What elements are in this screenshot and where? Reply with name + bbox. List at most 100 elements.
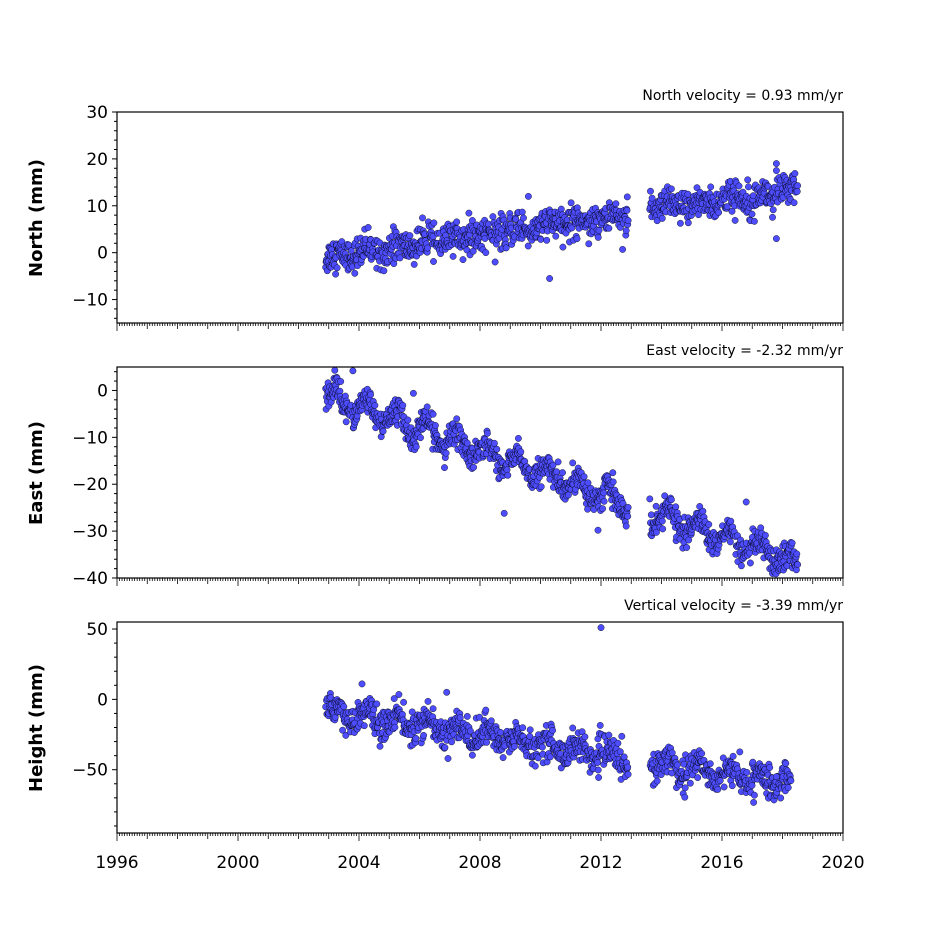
height-data-point	[594, 766, 602, 774]
height-data-point	[511, 743, 518, 750]
north-data-point	[751, 217, 758, 225]
height-data-point	[784, 784, 792, 791]
east-outlier-point	[742, 498, 750, 506]
east-data-point	[412, 443, 420, 451]
north-outlier-point	[491, 258, 499, 266]
north-data-point	[585, 240, 593, 248]
north-data-point	[612, 200, 620, 208]
east-data-point	[646, 495, 654, 503]
east-data-point	[559, 469, 566, 476]
north-data-point	[465, 209, 473, 217]
north-data-point	[449, 252, 457, 260]
north-data-point	[567, 199, 575, 207]
height-data-point	[751, 791, 758, 799]
east-outlier-point	[594, 526, 602, 534]
height-y-tick-label: 0	[97, 690, 108, 710]
east-data-point	[647, 511, 655, 519]
height-data-point	[444, 755, 452, 762]
height-data-point	[624, 770, 632, 778]
height-data-point	[499, 754, 507, 761]
north-data-point	[594, 233, 602, 241]
east-data-point	[404, 416, 412, 424]
x-tick-label: 2000	[216, 853, 259, 873]
height-data-point	[728, 782, 736, 790]
north-data-point	[410, 260, 418, 268]
height-data-point	[526, 726, 534, 734]
north-panel: North velocity = 0.93 mm/yr North (mm) 3…	[26, 88, 844, 331]
height-data-point	[750, 799, 757, 806]
height-data-point	[519, 724, 527, 732]
east-outlier-point	[500, 509, 508, 517]
height-data-point	[376, 742, 384, 750]
height-data-point	[424, 698, 432, 705]
east-data-point	[624, 512, 632, 520]
x-tick-label: 2016	[700, 853, 743, 873]
north-data-point	[430, 219, 438, 227]
north-data-point	[623, 206, 631, 214]
height-data-point	[420, 732, 427, 739]
height-data-point	[596, 722, 604, 729]
height-outlier-point	[773, 773, 780, 781]
north-data-point	[453, 218, 461, 226]
east-data-point	[470, 463, 477, 471]
height-points	[322, 624, 795, 806]
east-data-point	[762, 531, 769, 539]
north-data-point	[622, 227, 630, 235]
north-axis-label: North (mm)	[26, 159, 47, 277]
north-data-point	[419, 214, 426, 222]
north-y-tick-label: −10	[72, 291, 108, 311]
north-outlier-point	[773, 235, 780, 243]
height-data-point	[681, 793, 689, 801]
north-y-tick-label: 10	[86, 197, 108, 217]
height-data-point	[546, 753, 554, 761]
north-data-point	[735, 182, 743, 190]
north-y-tick-label: 30	[86, 103, 108, 123]
east-data-point	[661, 492, 669, 500]
height-data-point	[390, 695, 398, 702]
height-y-tick-label: 50	[86, 620, 108, 640]
north-data-point	[744, 176, 752, 184]
east-data-point	[727, 517, 735, 525]
east-plot-area: 0 −10 −20 −30 −40	[72, 366, 844, 589]
height-data-point	[766, 764, 774, 771]
east-data-point	[788, 539, 796, 547]
east-data-point	[431, 422, 439, 429]
east-data-point	[423, 403, 431, 411]
east-data-point	[371, 401, 379, 409]
height-data-point	[749, 758, 757, 766]
east-data-point	[727, 538, 734, 546]
north-data-point	[482, 249, 490, 257]
north-data-point	[668, 185, 675, 193]
north-points	[322, 160, 801, 282]
east-data-point	[517, 448, 525, 456]
x-tick-label: 2008	[458, 853, 501, 873]
height-data-point	[748, 782, 756, 789]
north-data-point	[693, 184, 701, 192]
height-data-point	[531, 762, 539, 770]
east-data-point	[379, 427, 387, 435]
north-data-point	[605, 224, 613, 232]
height-data-point	[400, 698, 407, 706]
height-data-point	[581, 733, 589, 741]
height-data-point	[429, 705, 437, 713]
height-data-point	[618, 732, 626, 740]
east-data-point	[429, 410, 437, 418]
east-data-point	[659, 525, 667, 533]
east-data-point	[652, 502, 660, 510]
north-data-point	[573, 235, 581, 243]
height-data-point	[487, 717, 495, 725]
east-outlier-point	[349, 367, 357, 375]
north-data-point	[424, 244, 431, 252]
height-data-point	[605, 731, 613, 739]
north-outlier-point	[546, 275, 553, 282]
north-data-point	[559, 243, 567, 251]
height-data-point	[549, 727, 556, 734]
east-data-point	[653, 528, 660, 536]
height-data-point	[787, 777, 795, 784]
east-data-point	[493, 445, 501, 453]
east-data-point	[442, 449, 450, 457]
east-data-point	[699, 507, 707, 515]
north-plot-area: 30 20 10 0 −10	[72, 103, 844, 331]
north-data-point	[396, 254, 404, 262]
